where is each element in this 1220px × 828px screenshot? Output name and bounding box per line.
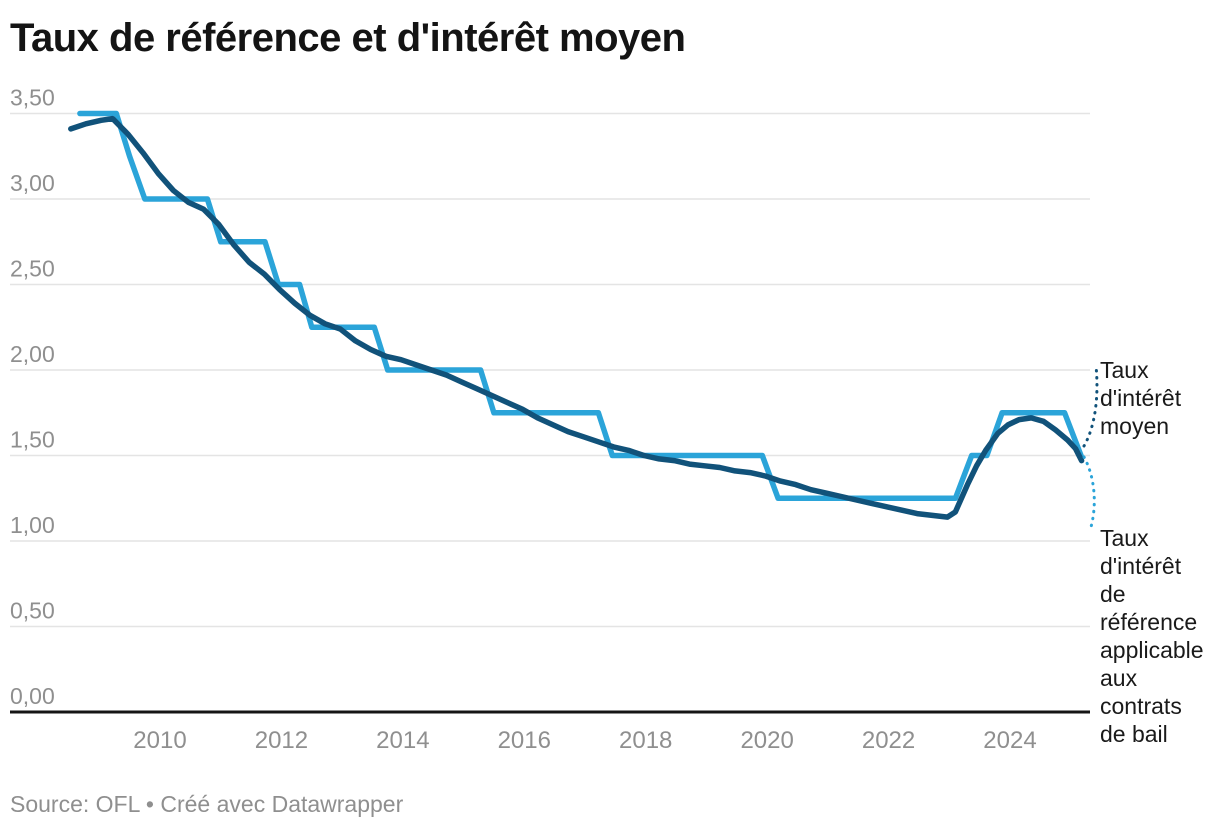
connector-moyen-dotted (1082, 364, 1099, 448)
source-line: Source: OFL • Créé avec Datawrapper (10, 791, 404, 817)
x-tick-label: 2018 (619, 727, 672, 754)
annotation-taux-moyen: Taux d'intérêt moyen (1100, 357, 1182, 439)
y-tick-label: 3,00 (10, 170, 55, 196)
y-tick-label: 2,00 (10, 341, 55, 367)
x-tick-label: 2022 (862, 727, 915, 754)
y-tick-label: 3,50 (10, 85, 55, 111)
y-tick-label: 0,00 (10, 683, 55, 709)
page-title: Taux de référence et d'intérêt moyen (10, 16, 686, 60)
x-tick-label: 2012 (255, 727, 308, 754)
y-tick-label: 1,50 (10, 427, 55, 453)
x-tick-label: 2014 (376, 727, 429, 754)
line-taux-reference (77, 110, 1084, 502)
y-tick-label: 0,50 (10, 598, 55, 624)
y-tick-label: 2,50 (10, 256, 55, 282)
annotation-taux-reference: Taux d'intérêt de référence applicable a… (1100, 525, 1204, 747)
y-tick-label: 1,00 (10, 512, 55, 538)
x-tick-label: 2010 (133, 727, 186, 754)
x-tick-label: 2016 (498, 727, 551, 754)
x-tick-label: 2024 (983, 727, 1036, 754)
line-taux-moyen (68, 115, 1085, 520)
connector-reference-dotted (1082, 455, 1096, 529)
x-tick-label: 2020 (740, 727, 793, 754)
